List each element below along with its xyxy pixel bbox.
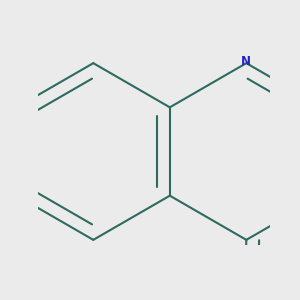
Text: N: N: [241, 56, 251, 68]
